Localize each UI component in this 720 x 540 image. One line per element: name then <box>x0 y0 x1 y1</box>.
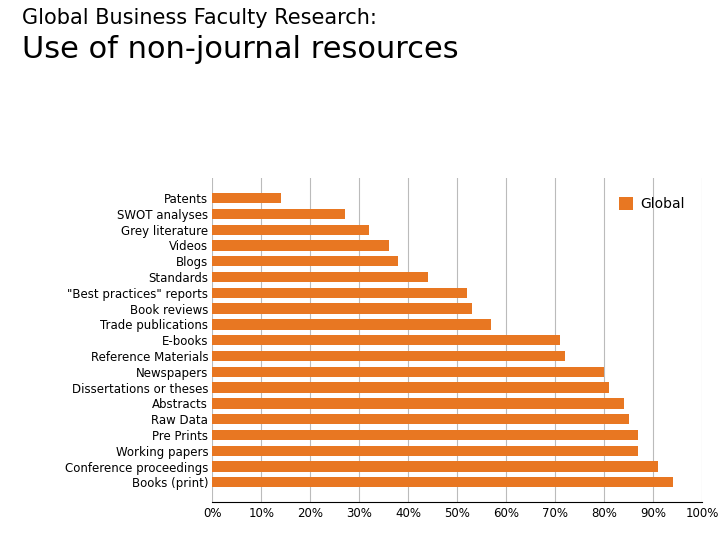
Bar <box>212 240 389 251</box>
Bar <box>212 288 467 298</box>
Text: Use of non-journal resources: Use of non-journal resources <box>22 35 458 64</box>
Text: Global Business Faculty Research:: Global Business Faculty Research: <box>22 8 377 28</box>
Bar <box>212 477 672 488</box>
Bar <box>212 382 609 393</box>
Bar <box>212 193 281 203</box>
Bar <box>212 335 560 346</box>
Bar <box>212 398 624 408</box>
Bar <box>212 209 345 219</box>
Legend: Global: Global <box>613 192 690 217</box>
Bar <box>212 414 629 424</box>
Bar <box>212 430 639 440</box>
Bar <box>212 225 369 235</box>
Bar <box>212 303 472 314</box>
Bar <box>212 461 658 471</box>
Bar <box>212 367 604 377</box>
Bar <box>212 272 428 282</box>
Bar <box>212 446 639 456</box>
Bar <box>212 256 398 266</box>
Bar <box>212 351 565 361</box>
Bar <box>212 319 492 329</box>
